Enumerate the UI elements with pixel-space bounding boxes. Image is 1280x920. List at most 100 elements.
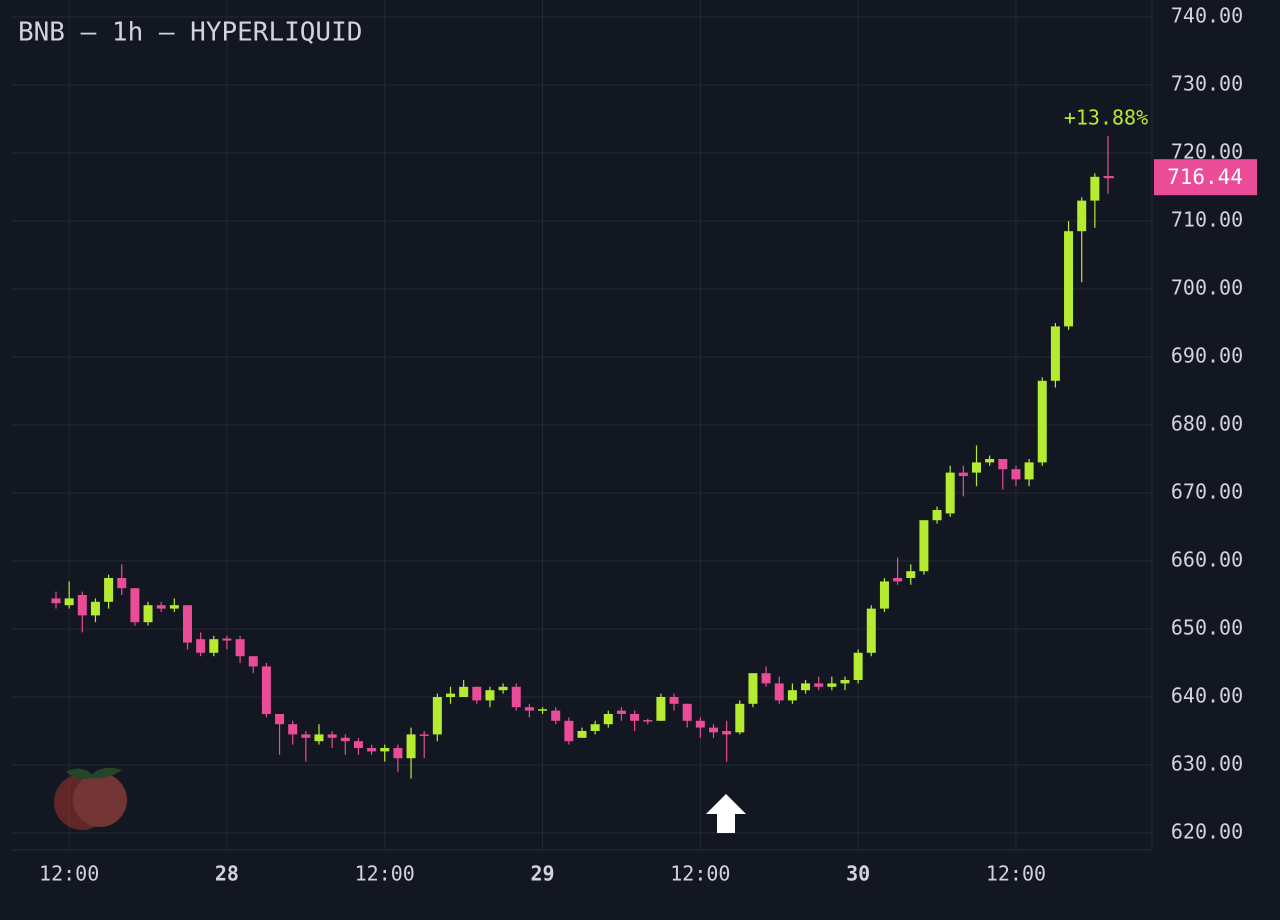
- candle-body: [761, 673, 771, 684]
- candle-body: [866, 608, 876, 653]
- candle-body: [906, 571, 916, 578]
- candle-body: [169, 605, 179, 609]
- candle-body: [288, 724, 298, 735]
- y-tick-label: 640.00: [1171, 684, 1243, 708]
- last-price-box: [1154, 159, 1257, 196]
- candle-body: [248, 656, 258, 667]
- candle-body: [590, 724, 600, 731]
- candle-body: [879, 581, 889, 609]
- candle-body: [998, 459, 1008, 470]
- candle-body: [919, 520, 929, 572]
- candle-body: [748, 673, 758, 704]
- candle-body: [695, 720, 705, 728]
- candle-body: [130, 588, 140, 623]
- candle-body: [406, 734, 416, 759]
- candle-body: [840, 680, 850, 684]
- candle-body: [235, 639, 245, 657]
- candles: [51, 136, 1113, 779]
- candle-body: [932, 510, 942, 521]
- candle-body: [301, 734, 311, 738]
- candle-body: [419, 734, 429, 736]
- candle-body: [432, 697, 442, 735]
- candle-body: [735, 703, 745, 733]
- y-tick-label: 680.00: [1171, 412, 1243, 436]
- candle-body: [814, 683, 824, 687]
- candle-body: [551, 710, 561, 721]
- candle-body: [380, 748, 390, 752]
- watermark-logo: [54, 767, 127, 830]
- y-tick-label: 710.00: [1171, 208, 1243, 232]
- candle-body: [656, 697, 666, 721]
- candle-body: [985, 459, 995, 463]
- candle-body: [498, 686, 508, 691]
- candle-body: [1077, 200, 1087, 232]
- candle-body: [1064, 231, 1074, 327]
- candle-body: [90, 601, 100, 616]
- candle-body: [143, 605, 153, 623]
- candle-body: [524, 707, 534, 711]
- y-tick-label: 620.00: [1171, 820, 1243, 844]
- x-tick-label: 28: [215, 862, 239, 886]
- candle-body: [275, 714, 285, 725]
- candle-body: [261, 666, 271, 714]
- y-tick-label: 650.00: [1171, 616, 1243, 640]
- candle-body: [722, 731, 732, 735]
- candle-body: [853, 652, 863, 680]
- candle-body: [669, 697, 679, 704]
- y-tick-label: 700.00: [1171, 276, 1243, 300]
- candle-body: [709, 727, 718, 733]
- grid: [12, 0, 1152, 850]
- candle-body: [1050, 326, 1060, 381]
- candle-body: [393, 748, 403, 759]
- candle-body: [511, 686, 521, 708]
- candle-body: [51, 598, 61, 604]
- chart-title: BNB — 1h — HYPERLIQUID: [18, 18, 362, 48]
- candle-body: [77, 595, 87, 616]
- candle-body: [472, 686, 482, 701]
- candle-body: [827, 683, 837, 687]
- y-tick-label: 660.00: [1171, 548, 1243, 572]
- candle-body: [682, 703, 692, 721]
- x-tick-label: 12:00: [670, 862, 730, 886]
- y-tick-label: 730.00: [1171, 72, 1243, 96]
- candle-body: [104, 578, 114, 602]
- candle-body: [616, 710, 626, 714]
- candle-body: [538, 709, 548, 711]
- candle-body: [183, 605, 192, 643]
- candle-body: [222, 638, 232, 641]
- candle-body: [801, 683, 811, 691]
- candle-body: [209, 639, 219, 653]
- candle-body: [1090, 176, 1100, 201]
- y-tick-label: 740.00: [1171, 4, 1243, 28]
- candle-body: [156, 605, 166, 609]
- candle-body: [340, 737, 350, 742]
- y-tick-label: 630.00: [1171, 752, 1243, 776]
- arrow-icon: [706, 794, 746, 833]
- x-tick-label: 29: [531, 862, 555, 886]
- candle-body: [446, 693, 455, 697]
- candle-body: [945, 472, 955, 514]
- candle-body: [893, 578, 903, 582]
- candle-body: [64, 598, 74, 606]
- candle-body: [353, 741, 363, 748]
- candle-body: [1037, 380, 1047, 463]
- candle-body: [117, 578, 127, 589]
- change-annotation: +13.88%: [1064, 106, 1148, 130]
- candle-body: [774, 683, 784, 701]
- candle-body: [314, 734, 324, 742]
- y-tick-label: 670.00: [1171, 480, 1243, 504]
- x-tick-label: 12:00: [39, 862, 99, 886]
- candle-body: [1011, 469, 1021, 480]
- x-tick-label: 12:00: [355, 862, 415, 886]
- candle-body: [196, 639, 206, 653]
- candle-body: [603, 714, 613, 725]
- y-tick-label: 690.00: [1171, 344, 1243, 368]
- candle-body: [459, 686, 469, 697]
- candle-body: [327, 734, 337, 738]
- candle-body: [787, 690, 797, 701]
- candle-body: [367, 748, 377, 752]
- last-price-label: 716.44: [1167, 165, 1243, 189]
- candle-body: [1024, 462, 1034, 480]
